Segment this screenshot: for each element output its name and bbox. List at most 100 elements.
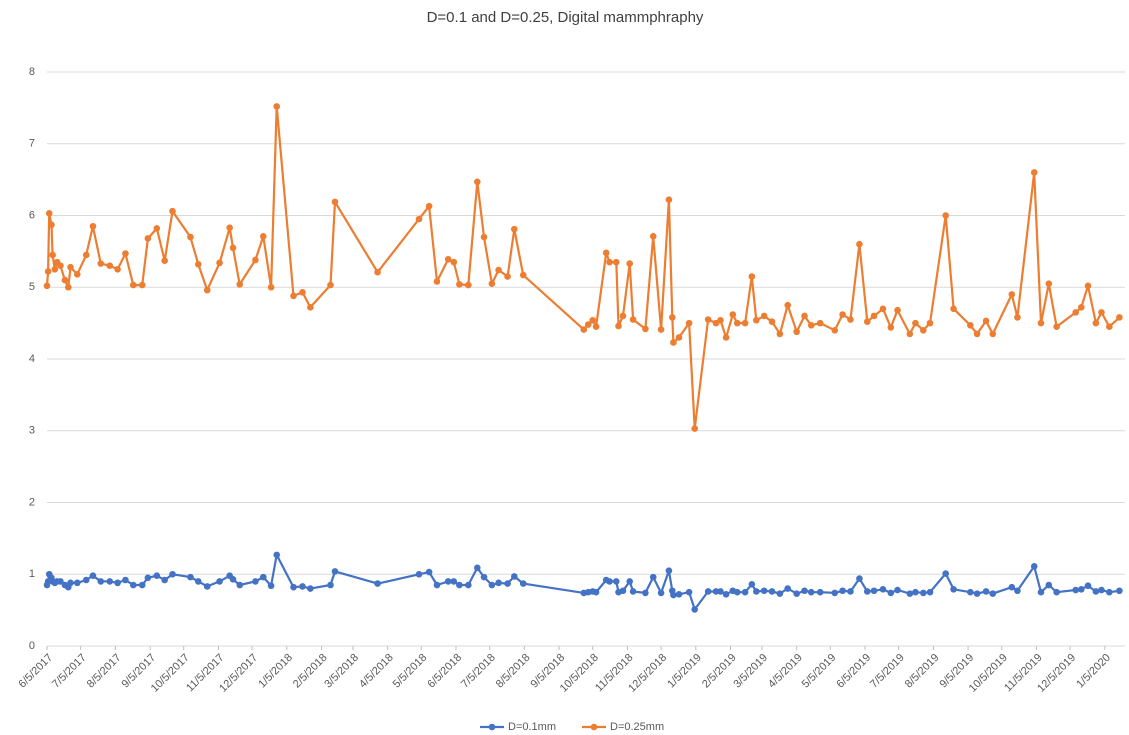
data-point — [1077, 586, 1085, 593]
data-point — [685, 588, 693, 596]
data-point — [807, 321, 815, 329]
data-point — [1092, 319, 1100, 327]
data-point — [870, 312, 878, 320]
data-point — [480, 573, 488, 581]
data-point — [49, 251, 56, 259]
data-point — [488, 581, 496, 589]
data-point — [887, 589, 895, 597]
data-point — [67, 579, 74, 587]
data-point — [863, 318, 871, 325]
data-point — [299, 583, 306, 590]
data-point — [793, 590, 800, 597]
x-tick-label: 4/5/2019 — [766, 652, 805, 691]
x-tick-label: 7/5/2017 — [50, 652, 89, 691]
data-point — [729, 311, 737, 318]
data-point — [626, 578, 634, 585]
legend-marker — [590, 723, 598, 731]
data-point — [942, 212, 950, 219]
data-point — [1072, 309, 1079, 316]
data-point — [912, 588, 919, 596]
data-point — [1077, 304, 1085, 311]
data-point — [138, 581, 146, 589]
data-point — [504, 273, 511, 280]
data-point — [793, 328, 800, 336]
data-point — [801, 312, 808, 320]
data-point — [73, 271, 81, 278]
data-point — [465, 581, 472, 589]
data-point — [906, 330, 914, 338]
x-tick-label: 6/5/2018 — [425, 652, 464, 691]
data-point — [106, 262, 114, 270]
data-point — [942, 570, 950, 577]
data-point — [629, 316, 637, 323]
y-tick-label: 4 — [29, 353, 35, 365]
data-point — [57, 262, 64, 270]
x-tick-label: 5/5/2019 — [800, 652, 839, 691]
data-point — [675, 591, 683, 598]
data-point — [415, 570, 423, 578]
data-point — [879, 305, 887, 313]
data-point — [194, 578, 202, 585]
data-point — [415, 215, 423, 223]
data-point — [114, 579, 121, 587]
data-point — [668, 314, 676, 321]
data-point — [144, 235, 152, 242]
data-point — [114, 266, 121, 273]
data-point — [912, 319, 919, 327]
data-point — [665, 567, 673, 574]
y-tick-label: 2 — [29, 496, 35, 508]
data-point — [474, 564, 481, 572]
data-point — [592, 323, 600, 331]
data-point — [122, 250, 129, 257]
data-point — [606, 578, 613, 585]
data-point — [989, 330, 997, 338]
data-point — [879, 586, 887, 593]
data-point — [1106, 588, 1113, 596]
data-point — [43, 282, 51, 290]
data-point — [753, 588, 760, 595]
data-point — [1098, 309, 1105, 316]
data-point — [1014, 314, 1021, 321]
data-point — [831, 327, 839, 334]
data-point — [1014, 587, 1021, 595]
legend-marker — [488, 723, 496, 731]
data-point — [122, 576, 129, 584]
data-point — [839, 311, 846, 318]
data-point — [144, 574, 152, 582]
data-point — [580, 326, 588, 333]
data-point — [252, 256, 259, 264]
data-point — [906, 590, 914, 597]
data-point — [612, 578, 620, 585]
data-point — [331, 568, 339, 575]
data-point — [919, 589, 927, 597]
data-point — [161, 576, 168, 584]
data-point — [510, 225, 518, 233]
data-point — [989, 590, 997, 597]
data-point — [670, 591, 677, 599]
data-point — [450, 258, 458, 266]
data-point — [1084, 282, 1092, 290]
series-line — [45, 553, 1120, 611]
x-tick-label: 6/5/2017 — [16, 652, 55, 691]
data-point — [307, 585, 314, 592]
data-point — [327, 581, 334, 589]
data-point — [768, 318, 776, 325]
data-point — [450, 578, 458, 585]
data-point — [926, 319, 934, 327]
legend-item: D=0.25mm — [582, 721, 664, 733]
data-point — [510, 573, 518, 580]
data-point — [1072, 586, 1079, 594]
data-point — [73, 579, 81, 587]
data-point — [456, 281, 463, 288]
data-point — [519, 580, 527, 587]
x-tick-label: 1/5/2020 — [1074, 652, 1113, 691]
data-point — [1116, 587, 1123, 595]
data-point — [82, 251, 90, 259]
data-point — [187, 573, 194, 581]
data-point — [642, 325, 649, 333]
data-point — [768, 588, 776, 595]
data-point — [847, 588, 854, 595]
data-point — [753, 316, 760, 324]
data-point — [741, 319, 749, 327]
